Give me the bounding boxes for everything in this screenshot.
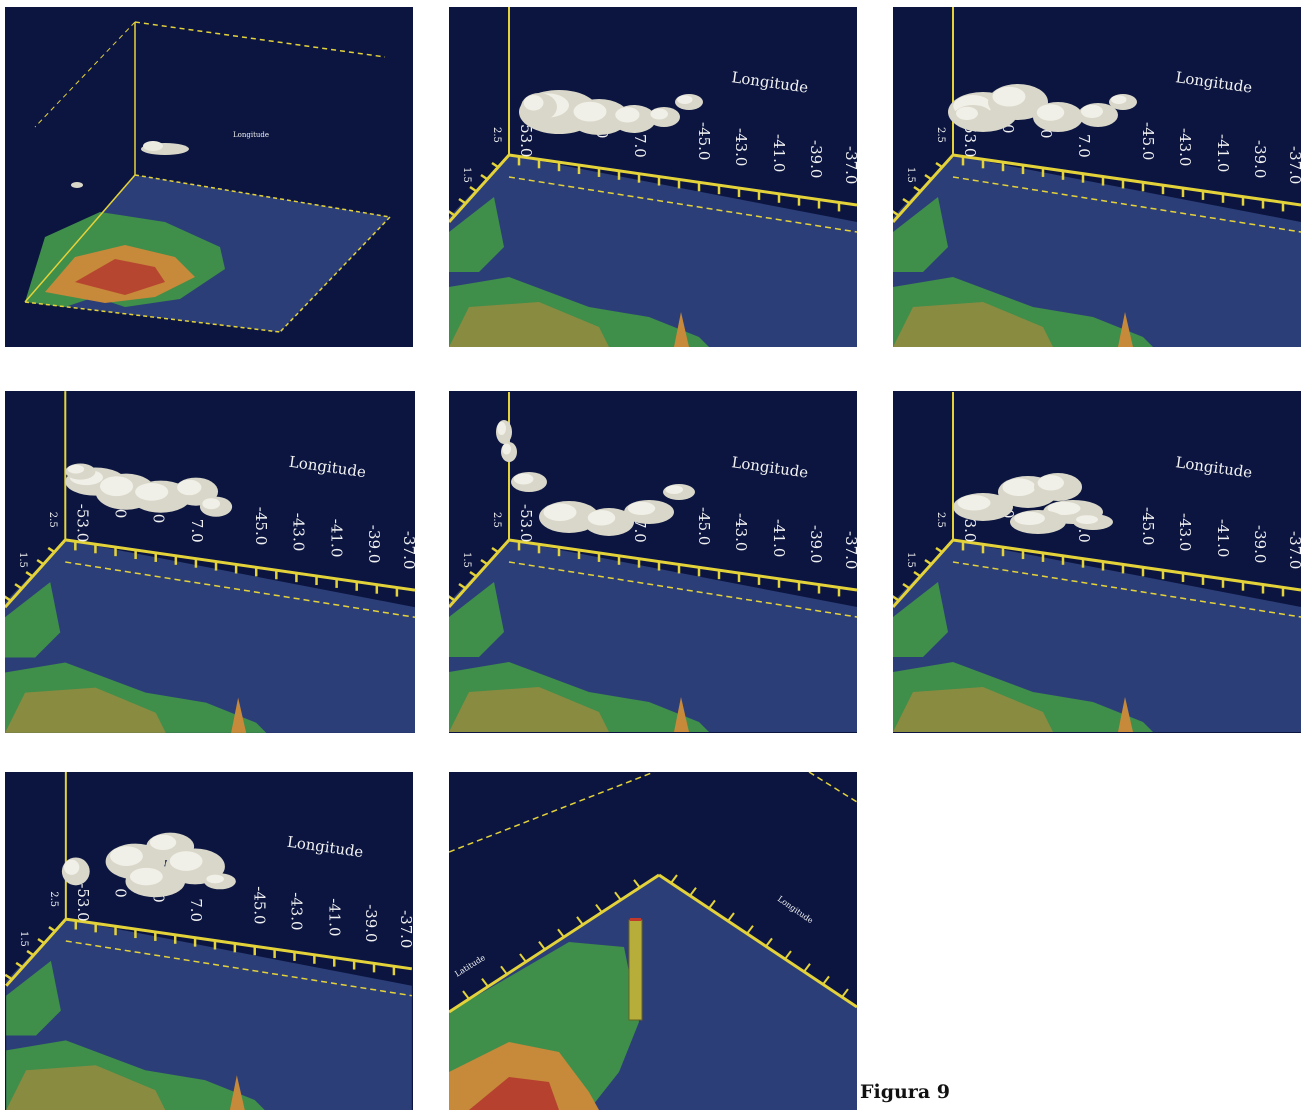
lon-tick-label: -39.0: [362, 904, 380, 942]
land-mass: [449, 582, 504, 657]
lon-tick-label: -45.0: [252, 507, 270, 546]
cloud-frame-4: Longitude-45.0-43.0-41.0-39.0-37.0-53.00…: [449, 391, 857, 733]
overview-longitude-label: Longitude: [233, 131, 269, 139]
longitude-label: Longitude: [288, 453, 367, 482]
lat-tick-label: 2.5: [935, 512, 946, 528]
lon-tick-label: -45.0: [695, 507, 713, 545]
lon-tick-label: 7.0: [188, 519, 206, 543]
lat-tick-label: 1.5: [18, 931, 29, 947]
lat-tick-label: 2.5: [47, 512, 58, 528]
lon-tick-label: -43.0: [1176, 128, 1194, 166]
lon-tick-label: 0: [112, 888, 130, 897]
cloud-cluster: [61, 832, 236, 898]
lon-tick-label: -45.0: [251, 886, 269, 924]
lon-tick-label: -39.0: [1251, 525, 1269, 563]
longitude-axis: [65, 538, 415, 592]
lon-tick-label: -53.0: [517, 119, 535, 157]
cloud-frame-5: Longitude-45.0-43.0-41.0-39.0-37.0-53.00…: [893, 391, 1301, 733]
lon-tick-label: -53.0: [73, 504, 91, 543]
lat-tick-label: 2.5: [491, 127, 502, 143]
lon-tick-label: -53.0: [74, 883, 92, 921]
lon-tick-label: 7.0: [1075, 134, 1093, 158]
longitude-label: Longitude: [286, 833, 365, 862]
lon-tick-label: -53.0: [517, 504, 535, 542]
cloud-cluster: [953, 473, 1113, 534]
figure-caption: Figura 9: [860, 1081, 950, 1103]
lat-tick-label: 1.5: [17, 552, 28, 568]
lon-tick-label: 0: [1037, 129, 1055, 139]
land-mass: [6, 960, 61, 1036]
land-mass: [5, 582, 61, 658]
column-latitude-label: Latitude: [453, 953, 487, 979]
lon-tick-label: -45.0: [1139, 122, 1157, 160]
land-mass: [893, 582, 948, 657]
cloud-cluster: [948, 84, 1137, 132]
cloud-cluster: [519, 90, 703, 135]
longitude-axis: [65, 917, 413, 971]
land-mass: [449, 197, 504, 272]
lon-tick-label: -41.0: [328, 519, 346, 558]
lon-tick-label: -41.0: [770, 519, 788, 557]
lon-tick-label: -39.0: [1251, 140, 1269, 178]
lon-tick-label: -41.0: [325, 898, 343, 936]
longitude-axis: [508, 153, 857, 207]
lat-tick-label: 1.5: [905, 167, 916, 183]
lon-tick-label: 7.0: [631, 519, 649, 543]
lon-tick-label: 0: [149, 893, 167, 902]
lat-tick-label: 1.5: [461, 167, 472, 183]
longitude-label: Longitude: [730, 453, 809, 482]
lat-tick-label: 2.5: [48, 891, 59, 907]
lon-tick-label: -39.0: [365, 525, 383, 564]
lon-tick-label: -37.0: [842, 531, 857, 569]
overview-panel: Longitude: [5, 7, 413, 347]
lon-tick-label: -37.0: [400, 531, 415, 570]
cloud-cluster: [496, 420, 695, 536]
lon-tick-label: -45.0: [1139, 507, 1157, 545]
column-longitude-label: Longitude: [776, 894, 815, 925]
cloud-cluster: [65, 463, 233, 517]
lon-tick-label: -43.0: [732, 513, 750, 551]
cloud-frame-6: Longitude -45.0 -43.0 -41.0 -39.0 -37.0 -53.0 0…: [5, 772, 413, 1110]
longitude-axis: [952, 153, 1301, 207]
longitude-label: Longitude: [1174, 68, 1253, 97]
longitude-axis: [952, 538, 1301, 592]
cloud-frame-3: Longitude -45.0 -43.0 -41.0 -39.0 -37.0 -53.0 0…: [5, 391, 415, 733]
lat-tick-label: 2.5: [491, 512, 502, 528]
lon-tick-label: -43.0: [1176, 513, 1194, 551]
longitude-label: Longitude: [1174, 453, 1253, 482]
lat-tick-label: 1.5: [461, 552, 472, 568]
lon-tick-label: 7.0: [631, 134, 649, 158]
lat-tick-label: 1.5: [905, 552, 916, 568]
longitude-axis: [508, 538, 857, 592]
land-mass: [893, 197, 948, 272]
lon-tick-label: -45.0: [695, 122, 713, 160]
cloud-frame-1: Longitude-45.0-43.0-41.0-39.0-37.0-53.00…: [449, 7, 857, 347]
lon-tick-label: -37.0: [842, 146, 857, 184]
lat-tick-label: 2.5: [935, 127, 946, 143]
lon-tick-label: -41.0: [1214, 134, 1232, 172]
lon-tick-label: 0: [112, 509, 130, 519]
lon-tick-label: -43.0: [732, 128, 750, 166]
lon-tick-label: 0: [999, 124, 1017, 134]
lon-tick-label: -43.0: [288, 892, 306, 930]
lon-tick-label: -37.0: [397, 910, 413, 948]
lon-tick-label: -43.0: [289, 513, 307, 552]
lon-tick-label: -37.0: [1286, 146, 1301, 184]
lon-tick-label: 7.0: [187, 898, 205, 922]
lon-tick-label: 0: [150, 514, 168, 524]
lon-tick-label: -39.0: [807, 525, 825, 563]
cloud-frame-2: Longitude -45.0 -43.0 -41.0 -39.0 -37.0 -53.0 0…: [893, 7, 1301, 347]
lon-tick-label: -39.0: [807, 140, 825, 178]
lon-tick-label: -41.0: [770, 134, 788, 172]
column-frame: Longitude Latitude: [449, 772, 857, 1110]
longitude-label: Longitude: [730, 68, 809, 97]
lon-tick-label: -37.0: [1286, 531, 1301, 569]
lon-tick-label: -41.0: [1214, 519, 1232, 557]
